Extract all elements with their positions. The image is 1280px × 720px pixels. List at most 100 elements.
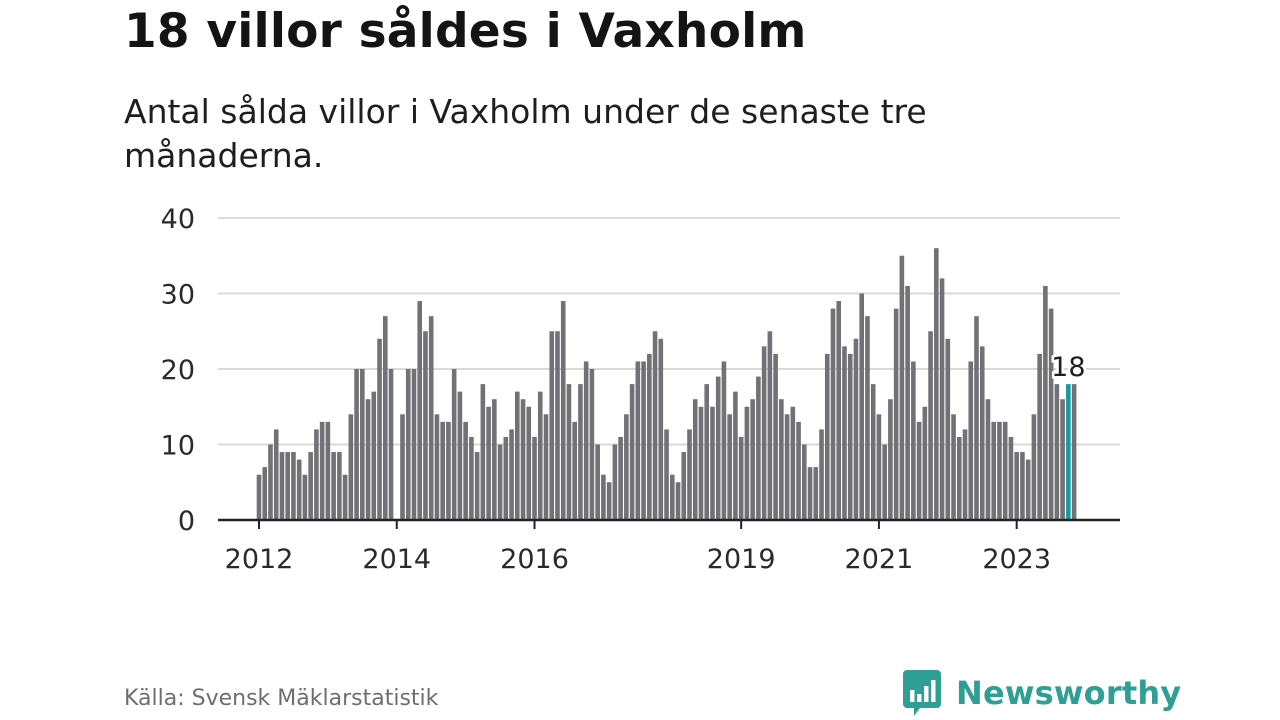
- bar: [486, 406, 491, 520]
- bar: [446, 421, 451, 520]
- bar: [469, 436, 474, 520]
- bar: [870, 384, 876, 520]
- bar-highlight: [1066, 384, 1071, 520]
- bar: [968, 361, 974, 520]
- bar: [721, 361, 727, 520]
- x-tick-label: 2019: [707, 544, 776, 575]
- bar: [262, 467, 268, 520]
- bar: [440, 421, 445, 520]
- bar: [790, 406, 796, 520]
- bar: [905, 285, 910, 520]
- bar: [566, 384, 572, 520]
- bar: [342, 474, 348, 520]
- bar: [962, 429, 968, 520]
- bar: [273, 429, 279, 520]
- bar-chart: 0 10 20 30 40 2012 2014 2016 2019 2021 2023 18: [161, 204, 1120, 575]
- bar: [1031, 414, 1037, 520]
- bar: [853, 338, 859, 520]
- bar: [612, 444, 618, 520]
- bar: [520, 399, 526, 520]
- bar: [1048, 308, 1054, 520]
- bar: [738, 436, 744, 520]
- bar: [624, 414, 629, 520]
- bar: [761, 346, 767, 520]
- bar: [865, 316, 870, 520]
- y-tick-label: 30: [161, 280, 195, 311]
- y-tick-label: 10: [161, 431, 195, 462]
- bar: [279, 452, 285, 520]
- bar: [807, 467, 813, 520]
- bar: [979, 346, 985, 520]
- bar: [893, 308, 899, 520]
- newsworthy-chat-icon: [903, 670, 941, 716]
- newsworthy-logo: Newsworthy: [902, 668, 1181, 718]
- bar: [555, 331, 560, 520]
- bar: [916, 421, 922, 520]
- bar: [497, 444, 503, 520]
- bar: [549, 331, 555, 520]
- bar: [985, 399, 991, 520]
- bar: [463, 421, 468, 520]
- bar: [911, 361, 916, 520]
- bar: [302, 474, 308, 520]
- bar: [824, 353, 830, 520]
- bar: [945, 338, 951, 520]
- bar: [337, 452, 342, 520]
- bar: [687, 429, 692, 520]
- bar: [710, 406, 715, 520]
- y-tick-label: 20: [161, 355, 195, 386]
- bar: [997, 421, 1002, 520]
- bar: [400, 414, 405, 520]
- x-tick-label: 2012: [225, 544, 294, 575]
- chart-title: 18 villor såldes i Vaxholm: [124, 4, 807, 59]
- bar: [423, 331, 428, 520]
- bar: [382, 316, 388, 520]
- bar: [325, 421, 331, 520]
- bar: [836, 301, 842, 520]
- bar: [773, 353, 778, 520]
- bar: [756, 376, 761, 520]
- bar: [515, 391, 520, 520]
- bar: [956, 436, 962, 520]
- bar: [560, 301, 566, 520]
- bar: [256, 474, 262, 520]
- bar: [692, 399, 698, 520]
- bar: [618, 436, 623, 520]
- x-tick-label: 2023: [982, 544, 1051, 575]
- bar: [583, 361, 589, 520]
- bar: [882, 444, 887, 520]
- bar: [285, 452, 290, 520]
- bar: [664, 429, 669, 520]
- bar: [537, 391, 543, 520]
- bar: [681, 452, 687, 520]
- brand-name: Newsworthy: [956, 674, 1182, 712]
- bar: [268, 444, 273, 520]
- bar: [543, 414, 549, 520]
- bar: [951, 414, 956, 520]
- bar: [1060, 399, 1065, 520]
- y-tick-label: 40: [161, 204, 195, 235]
- bar: [1002, 421, 1008, 520]
- bar: [652, 331, 658, 520]
- bar: [715, 376, 721, 520]
- x-tick-label: 2016: [500, 544, 569, 575]
- bar: [457, 391, 463, 520]
- bar: [899, 255, 905, 520]
- bar: [1071, 384, 1077, 520]
- bar: [1037, 353, 1042, 520]
- bar: [606, 482, 612, 520]
- x-axis: [218, 518, 1120, 529]
- bar: [474, 452, 480, 520]
- bar: [658, 338, 664, 520]
- bar: [417, 301, 423, 520]
- bar: [876, 414, 882, 520]
- data-labels: 18: [1049, 350, 1088, 386]
- bar: [595, 444, 600, 520]
- bar: [842, 346, 847, 520]
- bar: [830, 308, 836, 520]
- bars: [256, 248, 1077, 520]
- bar: [1020, 452, 1025, 520]
- bar: [526, 406, 532, 520]
- grid-lines: [218, 217, 1120, 446]
- bar: [503, 436, 509, 520]
